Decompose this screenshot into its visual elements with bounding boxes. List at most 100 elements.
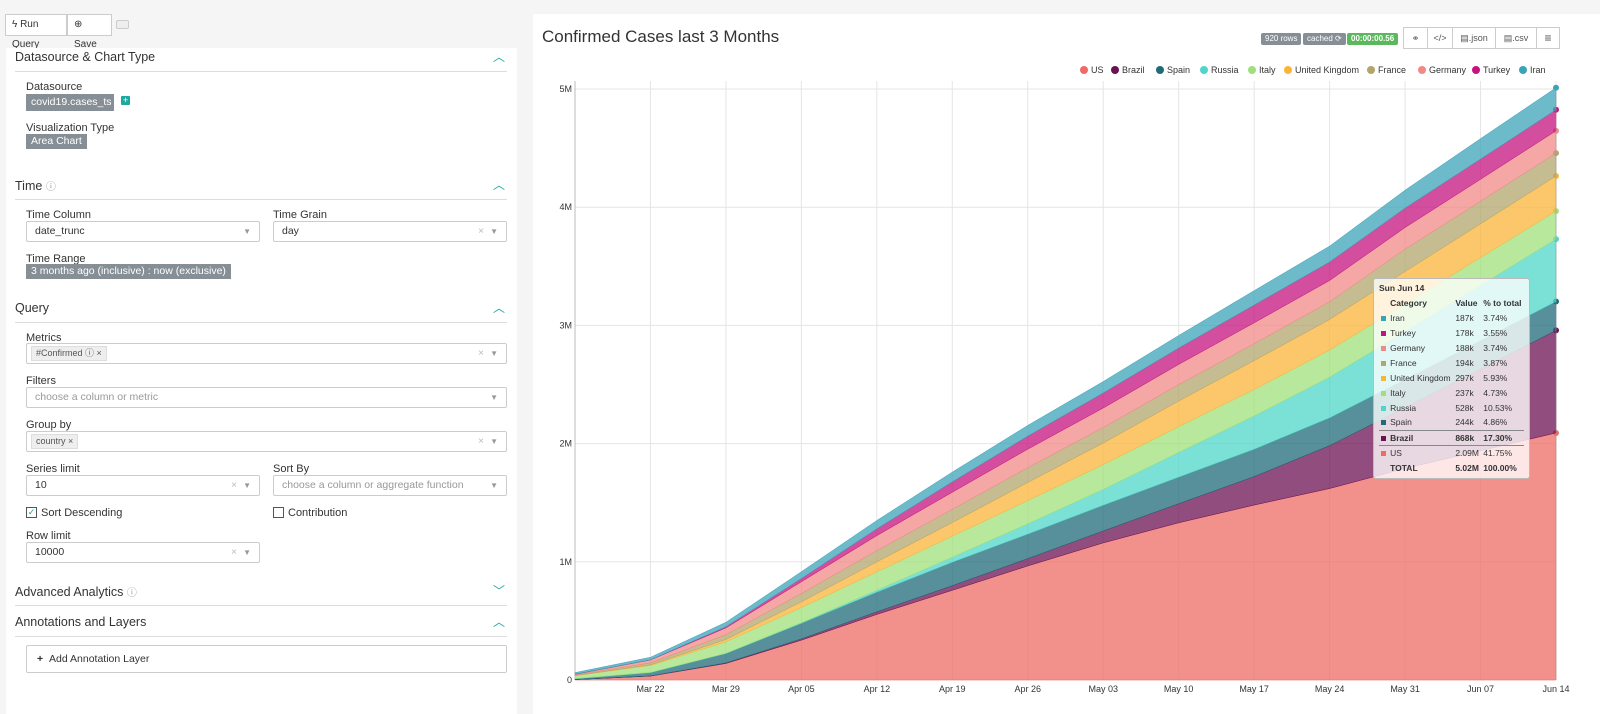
legend-item-france[interactable]: France [1367, 65, 1406, 75]
metrics-select[interactable]: #Confirmed ⓘ × × ▼ [26, 343, 507, 364]
clear-icon[interactable]: × [478, 348, 484, 359]
clear-icon[interactable]: × [231, 480, 237, 491]
rows-badge: 920 rows [1261, 33, 1302, 45]
section-datasource-header[interactable]: Datasource & Chart Type ︿ [15, 50, 507, 72]
clear-icon[interactable]: × [231, 547, 237, 558]
legend-item-iran[interactable]: Iran [1519, 65, 1546, 75]
x-tick-label: Mar 22 [636, 684, 664, 694]
legend-item-brazil[interactable]: Brazil [1111, 65, 1145, 75]
legend-item-russia[interactable]: Russia [1200, 65, 1239, 75]
tooltip-row: Iran 187k 3.74% [1379, 310, 1524, 325]
time-range-button[interactable]: 3 months ago (inclusive) : now (exclusiv… [26, 264, 231, 279]
row-limit-select[interactable]: 10000 × ▼ [26, 542, 260, 563]
series-swatch-icon [1381, 360, 1386, 366]
tooltip-value: 868k [1455, 432, 1475, 443]
x-tick-label: May 24 [1315, 684, 1345, 694]
viz-type-button[interactable]: Area Chart [26, 134, 87, 149]
section-advanced-header[interactable]: Advanced Analytics ⓘ ﹀ [15, 584, 507, 606]
tooltip-row: United Kingdom 297k 5.93% [1379, 370, 1524, 385]
legend-item-united-kingdom[interactable]: United Kingdom [1284, 65, 1359, 75]
sort-descending-checkbox[interactable]: ✓ [26, 507, 37, 518]
link-icon: ⚭ [1411, 33, 1420, 43]
filters-select[interactable]: choose a column or metric ▼ [26, 387, 507, 408]
contribution-checkbox[interactable] [273, 507, 284, 518]
section-annotations-header[interactable]: Annotations and Layers ︿ [15, 615, 507, 637]
legend-item-us[interactable]: US [1080, 65, 1104, 75]
legend-label: Brazil [1122, 65, 1145, 75]
metrics-label: Metrics [26, 332, 62, 344]
tooltip-row: Germany 188k 3.74% [1379, 340, 1524, 355]
clear-icon[interactable]: × [478, 226, 484, 237]
x-tick-label: May 17 [1239, 684, 1269, 694]
datasource-value: covid19.cases_ts [31, 96, 112, 108]
cached-badge[interactable]: cached ⟳ [1303, 33, 1346, 45]
caret-down-icon: ▼ [490, 393, 498, 402]
chevron-up-icon[interactable]: ︿ [492, 50, 505, 64]
legend-label: Iran [1530, 65, 1546, 75]
clear-icon[interactable]: × [478, 436, 484, 447]
time-grain-select[interactable]: day × ▼ [273, 221, 507, 242]
series-swatch-icon [1381, 345, 1386, 351]
y-tick-label: 4M [559, 202, 572, 212]
add-annotation-layer-button[interactable]: + Add Annotation Layer [26, 645, 507, 673]
groupby-select[interactable]: country × × ▼ [26, 431, 507, 452]
control-panel [6, 48, 517, 714]
save-button[interactable]: ⊕ Save [67, 14, 112, 50]
series-limit-select[interactable]: 10 × ▼ [26, 475, 260, 496]
legend-dot-icon [1472, 66, 1480, 74]
caret-down-icon: ▼ [490, 481, 498, 490]
caret-down-icon: ▼ [490, 227, 498, 236]
tooltip-table: Category Value % to total Iran 187k 3.74% Turk… [1379, 295, 1524, 475]
section-query-header[interactable]: Query ︿ [15, 301, 507, 323]
keyboard-icon[interactable] [116, 20, 129, 29]
metric-chip[interactable]: #Confirmed ⓘ × [31, 346, 107, 361]
section-title: Query [15, 301, 50, 315]
datasource-select[interactable]: covid19.cases_ts ⌄ [26, 94, 114, 125]
y-tick-label: 2M [559, 439, 572, 449]
legend-item-italy[interactable]: Italy [1248, 65, 1276, 75]
chevron-down-icon[interactable]: ﹀ [492, 584, 505, 598]
legend-label: Turkey [1483, 65, 1511, 75]
legend-item-germany[interactable]: Germany [1418, 65, 1466, 75]
chevron-up-icon[interactable]: ︿ [492, 301, 505, 315]
x-tick-label: Apr 26 [1015, 684, 1042, 694]
caret-down-icon: ▼ [243, 227, 251, 236]
time-column-select[interactable]: date_trunc ▼ [26, 221, 260, 242]
sort-by-select[interactable]: choose a column or aggregate function ▼ [273, 475, 507, 496]
legend-dot-icon [1284, 66, 1292, 74]
x-tick-label: Apr 19 [939, 684, 966, 694]
tooltip-pct: 17.30% [1483, 432, 1513, 443]
run-query-button[interactable]: ϟ Run Query [5, 14, 67, 50]
x-tick-label: Apr 05 [788, 684, 815, 694]
tooltip-category: US [1390, 447, 1402, 458]
save-label: Save [74, 39, 97, 50]
viz-type-label: Visualization Type [26, 122, 115, 134]
series-swatch-icon [1381, 390, 1386, 396]
legend-item-turkey[interactable]: Turkey [1472, 65, 1510, 75]
legend-item-spain[interactable]: Spain [1156, 65, 1190, 75]
section-title: Advanced Analytics [15, 585, 124, 599]
add-datasource-icon[interactable]: + [121, 95, 130, 105]
section-time-header[interactable]: Time ⓘ ︿ [15, 178, 507, 200]
tooltip-header-cell: Category [1390, 297, 1427, 308]
tooltip-pct: 3.74% [1483, 342, 1508, 353]
legend-dot-icon [1367, 66, 1375, 74]
code-icon: </> [1433, 33, 1447, 43]
x-tick-label: May 03 [1088, 684, 1118, 694]
tooltip-pct: 3.55% [1483, 327, 1508, 338]
tooltip-pct: 3.87% [1483, 357, 1508, 368]
tooltip-value: 2.09M [1455, 447, 1479, 458]
chevron-up-icon[interactable]: ︿ [492, 615, 505, 629]
file-icon: ▤ [1460, 33, 1469, 43]
tooltip-pct: 4.73% [1483, 387, 1508, 398]
tooltip-pct: 5.93% [1483, 372, 1508, 383]
groupby-chip[interactable]: country × [31, 434, 79, 449]
tooltip-value: 188k [1455, 342, 1474, 353]
legend-label: United Kingdom [1295, 65, 1360, 75]
time-grain-label: Time Grain [273, 209, 327, 221]
y-tick-label: 1M [559, 557, 572, 567]
chevron-up-icon[interactable]: ︿ [492, 178, 505, 192]
tooltip-value: 237k [1455, 387, 1474, 398]
chart-title: Confirmed Cases last 3 Months [542, 27, 780, 46]
menu-button[interactable]: ≡ [1536, 27, 1560, 49]
